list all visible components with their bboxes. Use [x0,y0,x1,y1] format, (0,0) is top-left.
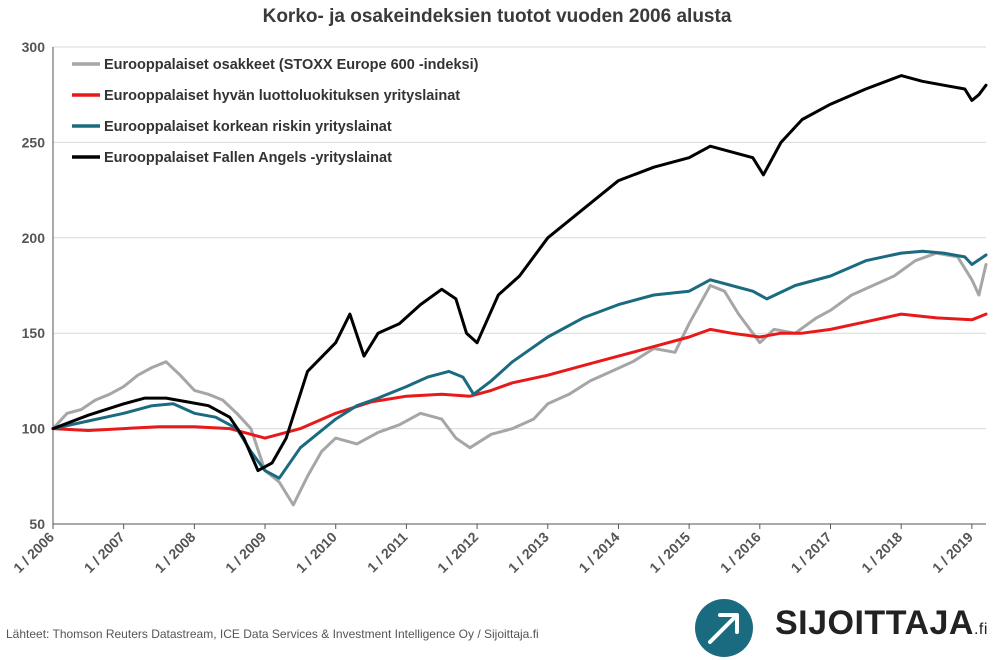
legend-label: Eurooppalaiset Fallen Angels -yrityslain… [104,150,392,166]
x-tick-label: 1 / 2014 [575,529,622,576]
x-tick-label: 1 / 2019 [929,529,976,576]
x-tick-label: 1 / 2008 [151,529,198,576]
arrow-up-right-circle-icon [695,599,753,657]
y-tick-label: 300 [22,39,46,55]
x-tick-label: 1 / 2012 [434,529,481,576]
x-tick-labels: 1 / 2006 1 / 2007 1 / 2008 1 / 2009 1 / 2010… [10,529,976,576]
legend-label: Eurooppalaiset osakkeet (STOXX Europe 60… [104,57,479,73]
x-tick-label: 1 / 2013 [505,529,552,576]
series-line-4 [51,74,988,473]
y-tick-label: 200 [22,230,46,246]
x-tick-label: 1 / 2015 [646,529,693,576]
source-note: Lähteet: Thomson Reuters Datastream, ICE… [6,627,539,641]
x-tick-label: 1 / 2017 [788,529,835,576]
series-line-1 [51,251,988,507]
gridlines [53,46,986,430]
y-tick-label: 50 [29,516,45,532]
chart-title: Korko- ja osakeindeksien tuotot vuoden 2… [262,6,732,27]
x-tick-label: 1 / 2018 [858,529,905,576]
y-tick-labels: 50 100 150 200 250 300 [22,39,46,532]
sijoittaja-logo[interactable]: SIJOITTAJA.fi [690,598,990,658]
x-tick-label: 1 / 2011 [364,529,411,576]
legend: Eurooppalaiset osakkeet (STOXX Europe 60… [72,57,479,166]
x-tick-label: 1 / 2010 [293,529,340,576]
y-tick-label: 100 [22,421,46,437]
x-tick-label: 1 / 2016 [717,529,764,576]
legend-label: Eurooppalaiset korkean riskin yrityslain… [104,119,392,135]
series-lines [51,74,988,507]
legend-label: Eurooppalaiset hyvän luottoluokituksen y… [104,88,460,104]
x-tick-label: 1 / 2006 [10,529,57,576]
logo-name: SIJOITTAJA [775,604,974,642]
y-tick-label: 150 [22,325,46,341]
x-tick-label: 1 / 2007 [81,529,128,576]
y-tick-label: 250 [22,134,46,150]
series-line-3 [51,249,988,480]
axes [52,47,986,529]
x-tick-label: 1 / 2009 [222,529,269,576]
logo-suffix: .fi [973,621,988,638]
logo-wordmark: SIJOITTAJA.fi [775,604,988,643]
